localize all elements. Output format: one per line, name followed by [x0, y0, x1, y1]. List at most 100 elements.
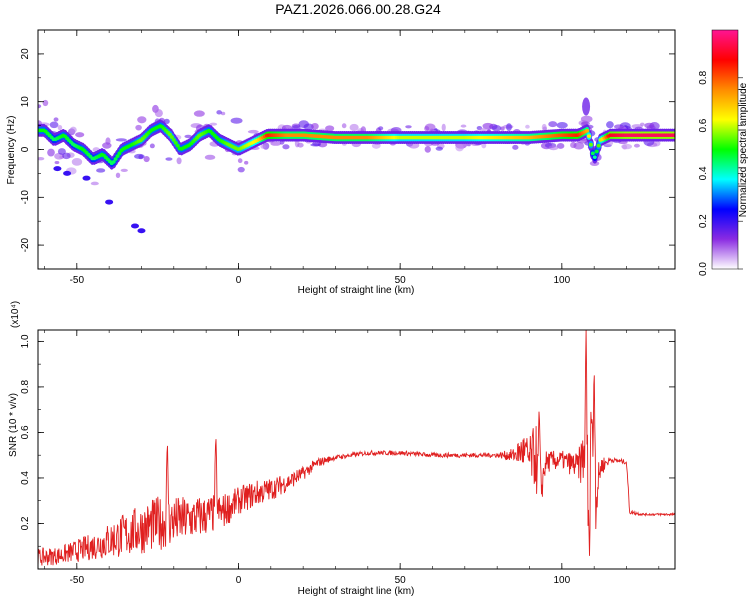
spectrogram-haze-blob [53, 117, 59, 122]
spectrogram-y-ticks: -20 -10 0 10 20 [20, 29, 675, 270]
spectrogram-haze-blob [633, 143, 640, 148]
colorbar-tick-label: 0.8 [698, 70, 709, 84]
colorbar-frame [711, 29, 739, 270]
snr-series-line [38, 330, 675, 567]
spectrogram-haze-blob [143, 155, 150, 163]
spectrogram-haze-blob [548, 121, 558, 128]
spectrogram-haze-blob [441, 123, 446, 132]
spectrogram-haze-blob [38, 156, 45, 161]
spectrogram-haze-blob [435, 146, 443, 151]
spectrogram-outlier-blob [105, 199, 114, 205]
spectrogram-haze-blob [424, 123, 436, 131]
spectrogram-haze-blob [204, 154, 216, 160]
spectrogram-haze-blob [90, 181, 99, 186]
spectrogram-haze-blob [460, 124, 467, 128]
spectrogram-haze-blob [606, 121, 614, 129]
y-tick-label: -10 [20, 190, 31, 205]
spectrogram-haze-blob [378, 126, 384, 131]
x-tick-label: 0 [236, 275, 242, 286]
spectrogram-band-core [592, 155, 597, 159]
spectrogram-haze-blob [244, 160, 249, 165]
spectrogram-haze-blob [270, 141, 282, 146]
x-tick-label: 0 [236, 575, 242, 586]
spectrogram-haze-blob [466, 143, 471, 147]
spectrogram-x-ticks: -50 0 50 100 [44, 30, 660, 286]
spectrogram-haze-blob [349, 123, 359, 132]
spectrogram-haze-blob [482, 122, 494, 130]
spectrogram-haze-blob [75, 132, 85, 138]
spectrogram-panel: -50 0 50 100 -20 -10 0 10 20 Height of straight… [6, 29, 676, 296]
spectrogram-band-core [175, 143, 180, 148]
spectrogram-band-core [585, 128, 590, 133]
spectrogram-band-core [173, 141, 178, 145]
spectrogram-band-core [117, 151, 122, 156]
y-tick-label: 20 [20, 48, 31, 60]
spectrogram-haze-blob [512, 144, 519, 150]
snr-frame [37, 329, 676, 570]
spectrogram-haze-blob [237, 158, 243, 164]
spectrogram-haze-blob [230, 117, 243, 124]
spectrogram-band-core [596, 143, 601, 148]
y-tick-label: -20 [20, 237, 31, 252]
spectrogram-band-core [590, 151, 595, 156]
spectrogram-haze-blob [405, 125, 412, 129]
spectrogram-haze-blob [325, 125, 335, 132]
spectrogram-haze-blob [298, 120, 310, 129]
spectrogram-haze-blob [163, 118, 170, 125]
spectrogram-haze-blob [135, 124, 142, 131]
spectrogram-haze-blob [237, 166, 245, 173]
spectrogram-band-core [586, 134, 591, 138]
spectrogram-haze-blob [47, 148, 55, 157]
spectrogram-excursion [582, 97, 591, 116]
spectrogram-haze-blob [71, 157, 83, 166]
spectrogram-haze-blob [193, 110, 205, 117]
spectrogram-haze-blob [216, 110, 222, 115]
colorbar-gradient [712, 30, 738, 269]
spectrogram-haze-blob [96, 168, 106, 173]
spectrogram-haze-blob [105, 137, 111, 145]
colorbar-tick-label: 0.4 [698, 166, 709, 180]
spectrogram-haze-blob [120, 168, 128, 172]
spectrogram-haze-blob [581, 121, 591, 126]
spectrogram-haze-blob [556, 143, 565, 149]
spectrogram-haze-blob [115, 172, 121, 178]
spectrogram-haze-blob [311, 122, 319, 130]
colorbar-ticks: 0.0 0.2 0.4 0.6 0.8 [698, 70, 743, 276]
spectrogram-haze-blob [525, 124, 530, 129]
x-tick-label: 50 [395, 575, 407, 586]
spectrogram-haze-blob [282, 144, 290, 150]
spectrogram-haze-blob [247, 129, 259, 134]
spectrogram-haze-blob [455, 143, 464, 152]
colorbar-tick-label: 0.2 [698, 214, 709, 228]
spectrogram-haze-blob [115, 138, 127, 142]
spectrogram-haze-blob [69, 126, 77, 134]
y-tick-label: 0.6 [20, 425, 31, 439]
spectrogram-haze-blob [49, 121, 59, 129]
figure-title: PAZ1.2026.066.00.28.G24 [275, 1, 441, 17]
spectrogram-haze-blob [154, 109, 163, 118]
colorbar: 0.0 0.2 0.4 0.6 0.8 Normalized spectral ampl… [698, 29, 749, 276]
spectrogram-haze-blob [542, 126, 548, 131]
y-tick-label: 0.8 [20, 380, 31, 394]
spectrogram-haze-blob [260, 144, 266, 149]
spectrogram-haze-blob [165, 157, 173, 161]
y-tick-label: 0.4 [20, 471, 31, 485]
y-tick-label: 0.2 [20, 516, 31, 530]
spectrogram-band-core [113, 157, 118, 161]
spectrogram-haze-blob [371, 142, 381, 149]
spectrogram-marks [38, 97, 675, 234]
colorbar-label: Normalized spectral amplitude [738, 82, 749, 217]
spectrogram-y-axis-label: Frequency (Hz) [6, 116, 17, 185]
spectrogram-outlier-blob [131, 223, 140, 229]
spectrogram-haze-blob [548, 145, 559, 151]
y-tick-label: 0 [20, 146, 31, 152]
spectrogram-haze-blob [477, 127, 488, 131]
x-tick-label: 50 [395, 275, 407, 286]
snr-y-scale-label: (x10⁴) [10, 301, 21, 328]
spectrogram-band-core [594, 149, 599, 154]
spectrogram-haze-blob [573, 142, 585, 150]
spectrogram-haze-blob [38, 104, 42, 109]
x-tick-label: -50 [70, 575, 85, 586]
spectrogram-haze-blob [506, 123, 512, 132]
spectrogram-haze-blob [134, 153, 145, 159]
